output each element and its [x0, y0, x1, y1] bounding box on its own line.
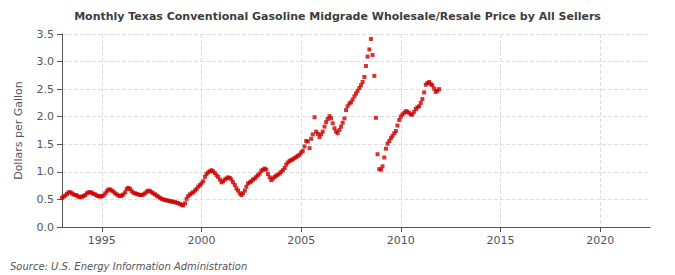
svg-text:2010: 2010 — [387, 234, 415, 247]
svg-text:Dollars per Gallon: Dollars per Gallon — [12, 81, 25, 180]
svg-text:Source: U.S. Energy Informatio: Source: U.S. Energy Information Administ… — [10, 261, 247, 272]
svg-text:0.0: 0.0 — [37, 221, 55, 234]
svg-text:3.0: 3.0 — [37, 55, 55, 68]
svg-text:2000: 2000 — [188, 234, 216, 247]
svg-text:2005: 2005 — [287, 234, 315, 247]
svg-text:1995: 1995 — [88, 234, 116, 247]
svg-text:1.0: 1.0 — [37, 165, 55, 178]
svg-text:2.5: 2.5 — [37, 83, 55, 96]
svg-text:Monthly Texas Conventional Gas: Monthly Texas Conventional Gasoline Midg… — [74, 10, 601, 23]
svg-text:2.0: 2.0 — [37, 110, 55, 123]
svg-text:2015: 2015 — [487, 234, 515, 247]
svg-text:2020: 2020 — [586, 234, 614, 247]
svg-text:0.5: 0.5 — [37, 193, 55, 206]
svg-text:3.5: 3.5 — [37, 28, 55, 41]
svg-text:1.5: 1.5 — [37, 138, 55, 151]
